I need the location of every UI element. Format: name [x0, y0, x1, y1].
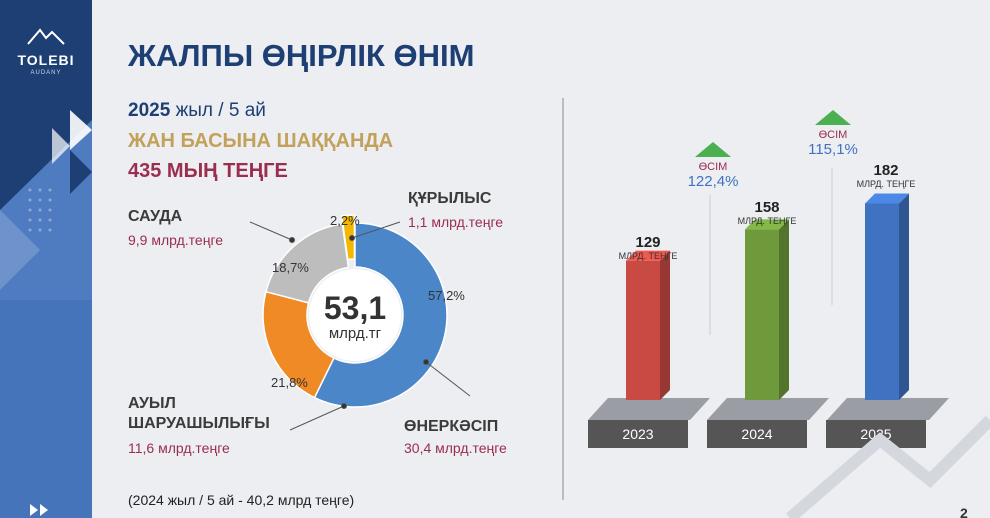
period-year: 2025	[128, 100, 171, 121]
amount-trade: 9,9 млрд.теңге	[128, 232, 224, 248]
label-industry: ӨНЕРКӘСІП	[404, 418, 499, 435]
bar-base-2024	[707, 398, 829, 420]
bar-label-2025: 182 МЛРД. ТЕҢГЕ	[850, 162, 922, 189]
sidebar-decoration	[0, 28, 92, 518]
growth-value-2025: 115,1%	[808, 141, 858, 158]
bar-2024	[745, 229, 779, 400]
section-divider	[562, 98, 564, 500]
bar-2025	[865, 203, 899, 400]
bar-2023	[626, 260, 660, 400]
growth-label-2025: ӨСІМ	[818, 129, 848, 141]
donut-center-unit: млрд.тг	[328, 325, 382, 342]
donut-center: 53,1 млрд.тг	[308, 290, 402, 342]
mountain-logo-icon	[27, 28, 65, 45]
footnote: (2024 жыл / 5 ай - 40,2 млрд теңге)	[128, 492, 355, 508]
year-label-2024: 2024	[707, 420, 807, 448]
bar-side-2023	[660, 250, 670, 400]
slice-pct-construction: 2,2%	[330, 213, 360, 228]
label-construction: ҚҰРЫЛЫС	[408, 190, 492, 207]
amount-industry: 30,4 млрд.теңге	[404, 440, 507, 456]
per-capita-value: 435 МЫҢ ТЕҢГЕ	[128, 160, 288, 182]
sidebar: TOLEBI AUDANY	[0, 0, 92, 518]
donut-center-value: 53,1	[323, 290, 387, 326]
growth-value-2024: 122,4%	[687, 173, 739, 190]
bar-value-2023: 129	[635, 234, 661, 251]
donut-slice-construction	[340, 214, 356, 261]
donut-chart	[262, 214, 448, 408]
amount-construction: 1,1 млрд.теңге	[408, 214, 504, 230]
bar-value-2025: 182	[873, 162, 899, 179]
bar-chart	[588, 193, 949, 420]
growth-arrow-up-icon	[815, 110, 851, 125]
bar-top-2025	[865, 193, 909, 204]
period-heading: 2025 жыл / 5 ай	[128, 100, 266, 122]
sidebar-top-panel	[0, 0, 92, 120]
growth-arrow-up-icon	[695, 142, 731, 157]
donut-hole	[309, 269, 401, 361]
bar-base-2025	[827, 398, 949, 420]
growth-2025: ӨСІМ 115,1%	[798, 108, 868, 158]
bar-label-2024: 158 МЛРД. ТЕҢГЕ	[731, 199, 803, 226]
growth-label-2024: ӨСІМ	[698, 161, 728, 173]
bar-side-2024	[779, 219, 789, 400]
slice-pct-industry: 57,2%	[428, 288, 465, 303]
page-number: 2	[960, 505, 968, 518]
slice-pct-agriculture: 21,8%	[271, 375, 308, 390]
bar-base-2023	[588, 398, 710, 420]
label-trade: САУДА	[128, 208, 183, 225]
period-text: жыл / 5 ай	[175, 100, 266, 121]
bar-top-2024	[745, 219, 789, 230]
bar-side-2025	[899, 193, 909, 400]
slice-pct-trade: 18,7%	[272, 260, 309, 275]
page-title: ЖАЛПЫ ӨҢІРЛІК ӨНІМ	[128, 38, 475, 73]
bar-top-2023	[626, 250, 670, 261]
label-agriculture: АУЫЛ ШАРУАШЫЛЫҒЫ	[128, 395, 270, 432]
logo-text: TOLEBI	[17, 52, 75, 68]
per-capita-label: ЖАН БАСЫНА ШАҚҚАНДА	[128, 130, 394, 152]
logo-subtext: AUDANY	[30, 70, 62, 76]
bar-unit-2023: МЛРД. ТЕҢГЕ	[618, 251, 678, 261]
bar-label-2023: 129 МЛРД. ТЕҢГЕ	[612, 234, 684, 261]
bar-value-2024: 158	[754, 199, 780, 216]
year-label-2023: 2023	[588, 420, 688, 448]
growth-2024: ӨСІМ 122,4%	[678, 140, 748, 190]
amount-agriculture: 11,6 млрд.теңге	[128, 440, 230, 456]
bar-unit-2024: МЛРД. ТЕҢГЕ	[737, 216, 797, 226]
bar-unit-2025: МЛРД. ТЕҢГЕ	[856, 179, 916, 189]
